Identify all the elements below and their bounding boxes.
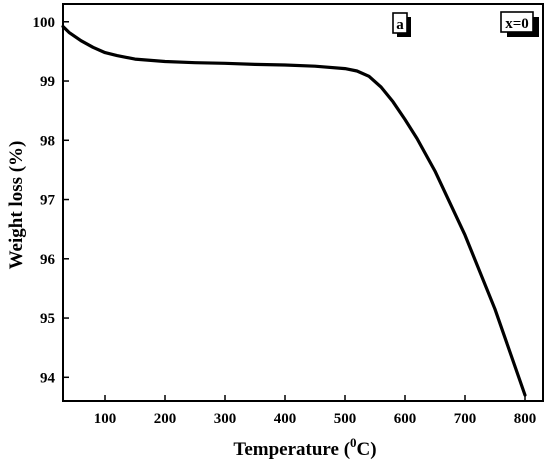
y-tick-label: 100	[33, 15, 56, 31]
x-axis: 100 200 300 400 500 600 700 800	[94, 395, 537, 427]
x-tick-label: 300	[214, 411, 237, 427]
annotation-panel-label: a	[392, 12, 411, 37]
x-tick-label: 700	[454, 411, 477, 427]
x-tick-label: 400	[274, 411, 297, 427]
y-tick-label: 95	[40, 311, 55, 327]
legend-label: x=0	[505, 16, 529, 32]
annotation-legend-box: x=0	[500, 11, 539, 37]
x-axis-title: Temperature (0C)	[233, 435, 376, 460]
plot-frame	[62, 3, 544, 402]
x-tick-label: 100	[94, 411, 117, 427]
y-tick-label: 94	[40, 370, 56, 386]
x-tick-label: 600	[394, 411, 417, 427]
panel-label: a	[396, 17, 404, 33]
x-tick-label: 800	[514, 411, 537, 427]
y-tick-label: 96	[40, 252, 56, 268]
y-axis: 94 95 96 97 98 99 100	[33, 15, 69, 386]
y-tick-label: 99	[40, 74, 55, 90]
y-tick-label: 97	[40, 193, 56, 209]
y-axis-title: Weight loss (%)	[6, 141, 27, 270]
x-tick-label: 200	[154, 411, 177, 427]
y-tick-label: 98	[40, 133, 55, 149]
x-tick-label: 500	[334, 411, 357, 427]
series-line	[61, 24, 527, 397]
